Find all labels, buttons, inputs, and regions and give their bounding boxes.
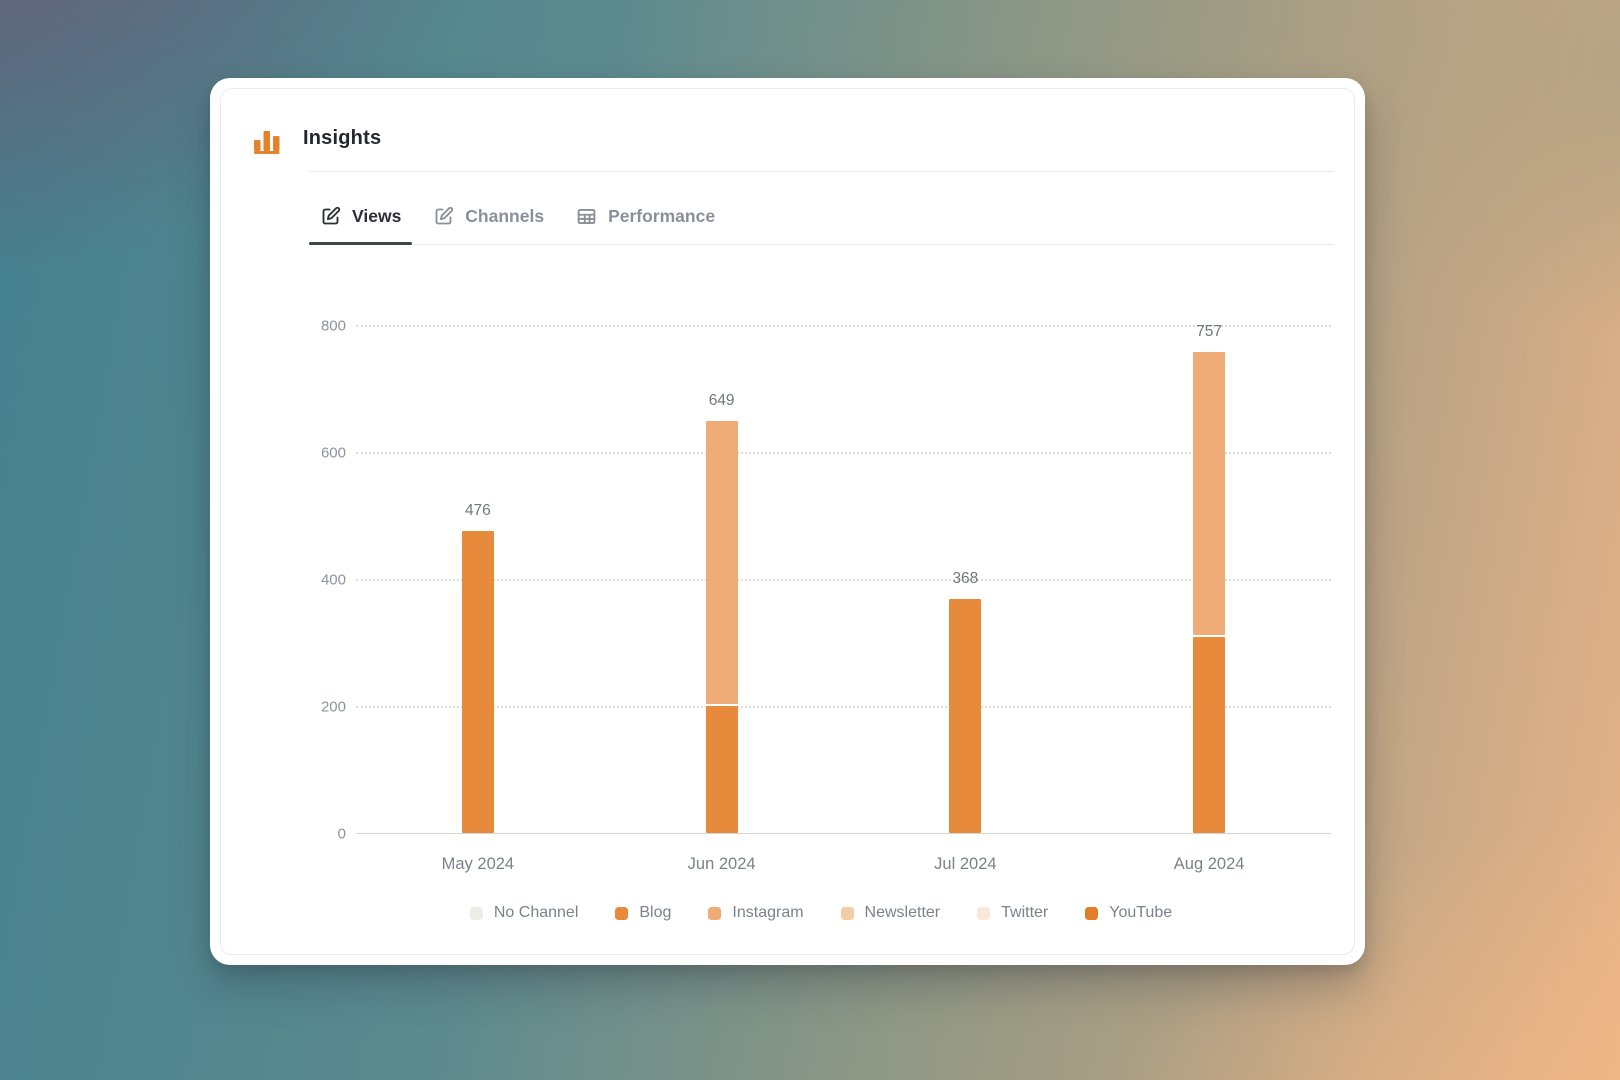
x-axis-label: Jun 2024	[687, 855, 756, 873]
header-divider	[309, 171, 1333, 172]
legend-label: Blog	[639, 904, 672, 921]
gridline-600	[356, 452, 1331, 454]
gridline-200	[356, 706, 1331, 708]
bar-value-label: 757	[1196, 323, 1223, 341]
y-axis-tick-label: 600	[320, 444, 346, 462]
views-bar-chart: 0 200 400 600 800 476 May 2024 649 Jun 2024 368 Ju…	[221, 245, 1354, 945]
bar-segment-instagram-jun-2024[interactable]	[705, 420, 738, 704]
tab-label: Channels	[465, 206, 545, 226]
legend-item-twitter[interactable]: Twitter	[977, 904, 1048, 922]
x-axis-label: Aug 2024	[1173, 855, 1245, 873]
legend-label: Instagram	[732, 904, 804, 921]
table-icon	[576, 206, 597, 227]
bar-chart-icon	[254, 131, 280, 154]
legend-item-blog[interactable]: Blog	[615, 904, 671, 922]
legend-label: Twitter	[1001, 904, 1049, 921]
legend-item-youtube[interactable]: YouTube	[1085, 904, 1172, 922]
legend-item-instagram[interactable]: Instagram	[708, 904, 804, 922]
y-axis-tick-label: 200	[320, 698, 346, 716]
edit-icon	[433, 206, 454, 227]
card-inner-panel: Insights Views Channels Performance 0 200 40…	[220, 88, 1355, 955]
gridline-400	[356, 579, 1331, 581]
legend-swatch	[977, 906, 991, 920]
bar-segment-blog-aug-2024[interactable]	[1193, 637, 1226, 833]
legend-swatch	[469, 906, 483, 920]
bar-segment-blog-jun-2024[interactable]	[705, 706, 738, 833]
legend-label: YouTube	[1109, 904, 1173, 921]
bar-value-label: 476	[464, 501, 491, 519]
x-axis-label: Jul 2024	[934, 855, 997, 873]
chart-legend: No Channel Blog Instagram Newsletter Twitter…	[309, 904, 1333, 922]
edit-icon	[320, 206, 341, 227]
legend-label: Newsletter	[864, 904, 941, 921]
legend-swatch	[708, 906, 722, 920]
legend-swatch	[1085, 906, 1099, 920]
bar-segment-instagram-aug-2024[interactable]	[1193, 352, 1226, 636]
tab-label: Views	[352, 206, 402, 226]
y-axis-tick-label: 400	[320, 571, 346, 589]
legend-label: No Channel	[493, 904, 579, 921]
tab-bar: Views Channels Performance	[309, 189, 1333, 245]
bar-segment-blog-may-2024[interactable]	[461, 530, 494, 833]
tab-label: Performance	[608, 206, 716, 226]
tab-channels[interactable]: Channels	[422, 189, 555, 244]
gridline-800	[356, 325, 1331, 327]
legend-item-no-channel[interactable]: No Channel	[469, 904, 579, 922]
tab-views[interactable]: Views	[309, 189, 413, 245]
bar-value-label: 649	[708, 391, 735, 409]
insights-card: Insights Views Channels Performance 0 200 40…	[210, 78, 1365, 965]
y-axis-tick-label: 0	[337, 825, 346, 843]
tab-performance[interactable]: Performance	[565, 189, 726, 244]
y-axis-tick-label: 800	[320, 317, 346, 335]
legend-swatch	[840, 906, 854, 920]
bar-segment-blog-jul-2024[interactable]	[949, 599, 982, 833]
legend-item-newsletter[interactable]: Newsletter	[840, 904, 941, 922]
bar-value-label: 368	[952, 570, 979, 588]
page-title: Insights	[303, 127, 382, 149]
legend-swatch	[615, 906, 629, 920]
gridline-0	[356, 833, 1331, 834]
x-axis-label: May 2024	[441, 855, 515, 873]
